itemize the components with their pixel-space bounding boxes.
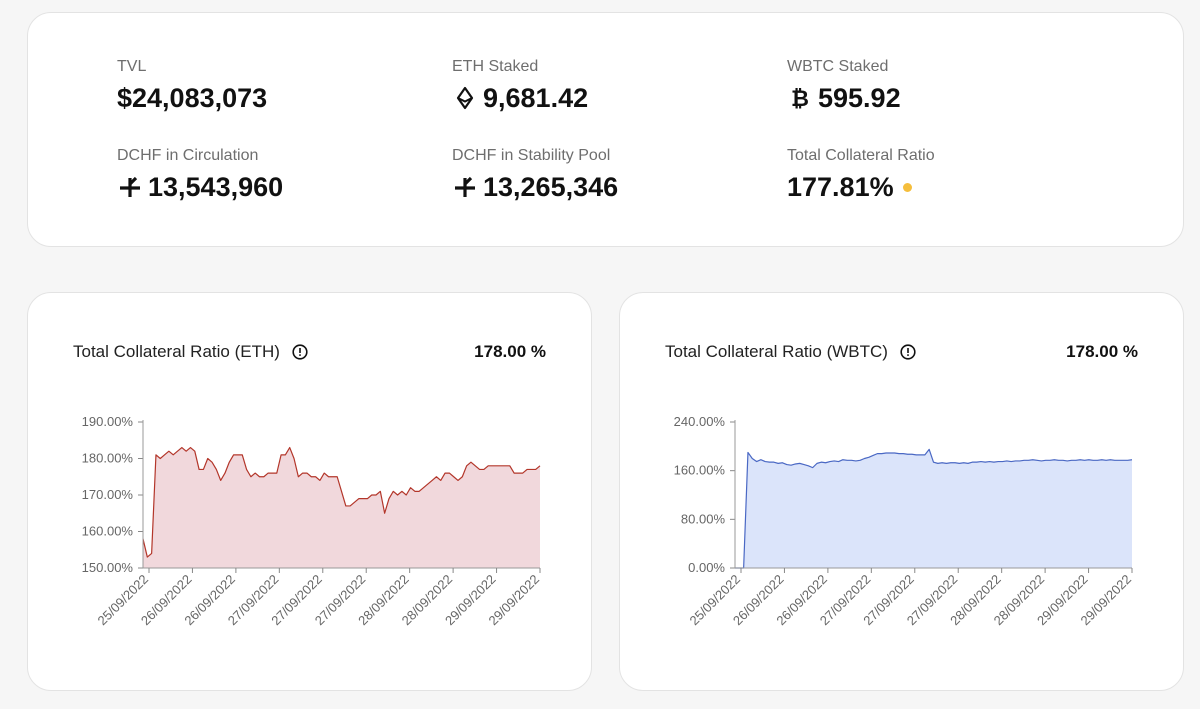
y-tick-label: 170.00% <box>82 487 134 502</box>
wbtc-staked-value: 595.92 <box>818 82 901 113</box>
y-tick-label: 240.00% <box>674 414 726 429</box>
stat-eth-staked: ETH Staked 9,681.42 <box>452 58 588 114</box>
eth-chart-value: 178.00 % <box>474 342 546 361</box>
chart-title: Total Collateral Ratio (ETH) <box>73 342 308 362</box>
stat-dchf-stability-pool: DCHF in Stability Pool 13,265,346 <box>452 147 618 203</box>
dchf-icon <box>117 174 143 200</box>
series-area <box>735 449 1132 568</box>
stat-label: ETH Staked <box>452 58 539 75</box>
tvl-value: $24,083,073 <box>117 82 268 113</box>
y-tick-label: 80.00% <box>681 511 726 526</box>
stat-value: $24,083,073 <box>117 82 267 114</box>
stat-value: 177.81% <box>787 171 935 203</box>
stat-value: ₿ 595.92 <box>787 82 901 114</box>
y-tick-label: 190.00% <box>82 414 134 429</box>
stat-total-collateral-ratio: Total Collateral Ratio 177.81% <box>787 147 935 203</box>
dchf-icon <box>452 174 478 200</box>
eth-chart-card: Total Collateral Ratio (ETH) 178.00 % 19… <box>27 292 592 691</box>
stat-label: Total Collateral Ratio <box>787 147 935 164</box>
y-tick-label: 0.00% <box>688 560 725 575</box>
dchf-stability-pool-value: 13,265,346 <box>483 171 619 202</box>
stat-value: 13,543,960 <box>117 171 283 203</box>
stats-card: TVL $24,083,073 ETH Staked 9,681.42 WBTC… <box>27 12 1184 247</box>
wbtc-chart-card: Total Collateral Ratio (WBTC) 178.00 % 2… <box>619 292 1184 691</box>
info-icon[interactable] <box>292 344 308 360</box>
chart-title: Total Collateral Ratio (WBTC) <box>665 342 916 362</box>
stat-tvl: TVL $24,083,073 <box>117 58 267 114</box>
y-tick-label: 160.00% <box>674 463 726 478</box>
eth-staked-value: 9,681.42 <box>483 82 589 113</box>
stat-dchf-circulation: DCHF in Circulation 13,543,960 <box>117 147 283 203</box>
status-dot <box>902 182 912 192</box>
stat-label: WBTC Staked <box>787 58 889 75</box>
bitcoin-icon: ₿ <box>787 85 813 111</box>
y-tick-label: 150.00% <box>82 560 134 575</box>
info-icon[interactable] <box>900 344 916 360</box>
svg-text:₿: ₿ <box>791 87 809 111</box>
total-collateral-ratio-value: 177.81% <box>787 171 894 202</box>
stat-label: DCHF in Circulation <box>117 147 259 164</box>
stat-wbtc-staked: WBTC Staked ₿ 595.92 <box>787 58 901 114</box>
y-tick-label: 160.00% <box>82 524 134 539</box>
ethereum-icon <box>452 85 478 111</box>
stat-value: 13,265,346 <box>452 171 618 203</box>
stat-label: TVL <box>117 58 147 75</box>
wbtc-chart-plot: 240.00%160.00%80.00%0.00%25/09/202226/09… <box>674 414 1134 628</box>
stat-value: 9,681.42 <box>452 82 588 114</box>
dchf-circulation-value: 13,543,960 <box>148 171 284 202</box>
series-line <box>142 446 541 558</box>
eth-chart-plot: 190.00%180.00%170.00%160.00%150.00%25/09… <box>82 414 542 628</box>
series-area <box>143 447 540 568</box>
y-tick-label: 180.00% <box>82 451 134 466</box>
series-line <box>735 448 1133 569</box>
wbtc-chart-title: Total Collateral Ratio (WBTC) <box>665 342 888 361</box>
eth-chart-title: Total Collateral Ratio (ETH) <box>73 342 280 361</box>
stat-label: DCHF in Stability Pool <box>452 147 611 164</box>
wbtc-chart-value: 178.00 % <box>1066 342 1138 361</box>
